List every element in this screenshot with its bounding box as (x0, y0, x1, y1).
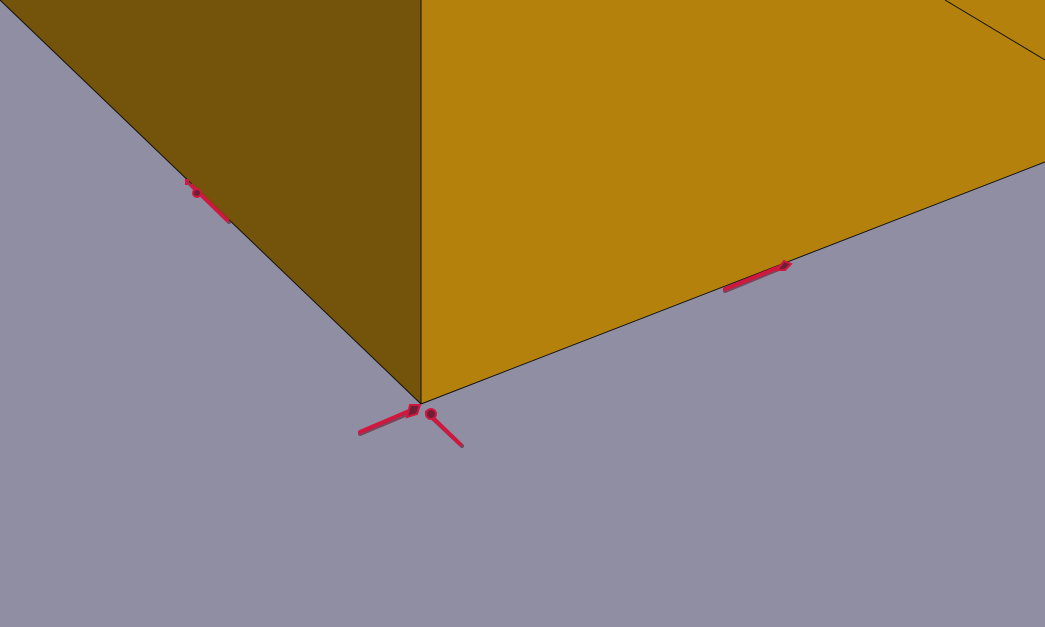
box-right-face[interactable] (421, 0, 1045, 404)
arrow-left-edge[interactable] (185, 179, 231, 224)
box-right-bottom-edge[interactable] (420, 161, 1045, 405)
arrow-right-edge[interactable] (723, 259, 793, 293)
arrow-corner-right[interactable] (425, 408, 464, 448)
annotation-arrows (185, 179, 793, 448)
arrow-corner-left[interactable] (358, 404, 422, 436)
box-top-edge[interactable] (944, 0, 1045, 61)
